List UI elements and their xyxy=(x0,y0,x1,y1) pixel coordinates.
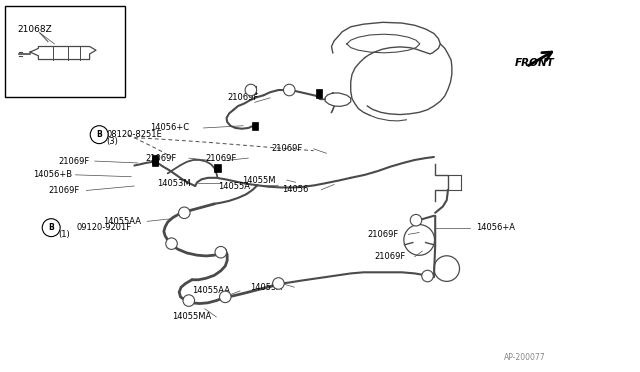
Text: 14056+C: 14056+C xyxy=(150,124,189,132)
Ellipse shape xyxy=(245,84,257,96)
Bar xyxy=(152,157,157,166)
Ellipse shape xyxy=(42,219,60,237)
Bar xyxy=(250,86,256,94)
Text: 21069F: 21069F xyxy=(49,186,79,195)
Text: 21069F: 21069F xyxy=(146,154,177,163)
Text: 14055A: 14055A xyxy=(250,283,282,292)
Ellipse shape xyxy=(90,126,108,144)
Text: 14055AA: 14055AA xyxy=(192,286,230,295)
Text: 21069F: 21069F xyxy=(228,93,259,102)
Ellipse shape xyxy=(183,295,195,306)
Text: 14055M: 14055M xyxy=(243,176,276,185)
Bar xyxy=(252,122,258,130)
Ellipse shape xyxy=(410,215,422,226)
Text: 14056+A: 14056+A xyxy=(477,223,515,232)
Text: 21068Z: 21068Z xyxy=(18,25,52,34)
Text: B: B xyxy=(49,223,54,232)
Text: 14056+B: 14056+B xyxy=(33,170,73,179)
Text: B: B xyxy=(97,130,102,139)
Text: AP-200077: AP-200077 xyxy=(504,353,546,362)
Text: FRONT: FRONT xyxy=(515,58,554,68)
Text: (1): (1) xyxy=(58,230,70,239)
Text: (3): (3) xyxy=(106,137,118,146)
Text: 21069F: 21069F xyxy=(367,230,398,239)
Text: 14053M: 14053M xyxy=(157,179,191,187)
Ellipse shape xyxy=(273,278,284,289)
Text: 09120-9201F: 09120-9201F xyxy=(77,223,132,232)
Ellipse shape xyxy=(166,238,177,249)
Bar xyxy=(5,6,125,97)
Bar xyxy=(152,155,158,164)
Ellipse shape xyxy=(215,247,227,258)
Text: 21069F: 21069F xyxy=(375,252,406,261)
Text: 14055MA: 14055MA xyxy=(172,312,212,321)
Text: 21069F: 21069F xyxy=(205,154,236,163)
Ellipse shape xyxy=(179,207,190,218)
Text: 14055A: 14055A xyxy=(218,182,250,190)
Text: 08120-8251E: 08120-8251E xyxy=(106,130,163,139)
Text: 21069F: 21069F xyxy=(271,144,302,153)
Ellipse shape xyxy=(220,291,231,302)
Ellipse shape xyxy=(284,84,295,96)
Bar xyxy=(316,89,322,98)
Bar xyxy=(214,164,221,172)
Text: 21069F: 21069F xyxy=(58,157,89,166)
Text: 14056: 14056 xyxy=(282,185,309,194)
Text: 14055AA: 14055AA xyxy=(102,217,141,226)
Ellipse shape xyxy=(422,270,433,282)
